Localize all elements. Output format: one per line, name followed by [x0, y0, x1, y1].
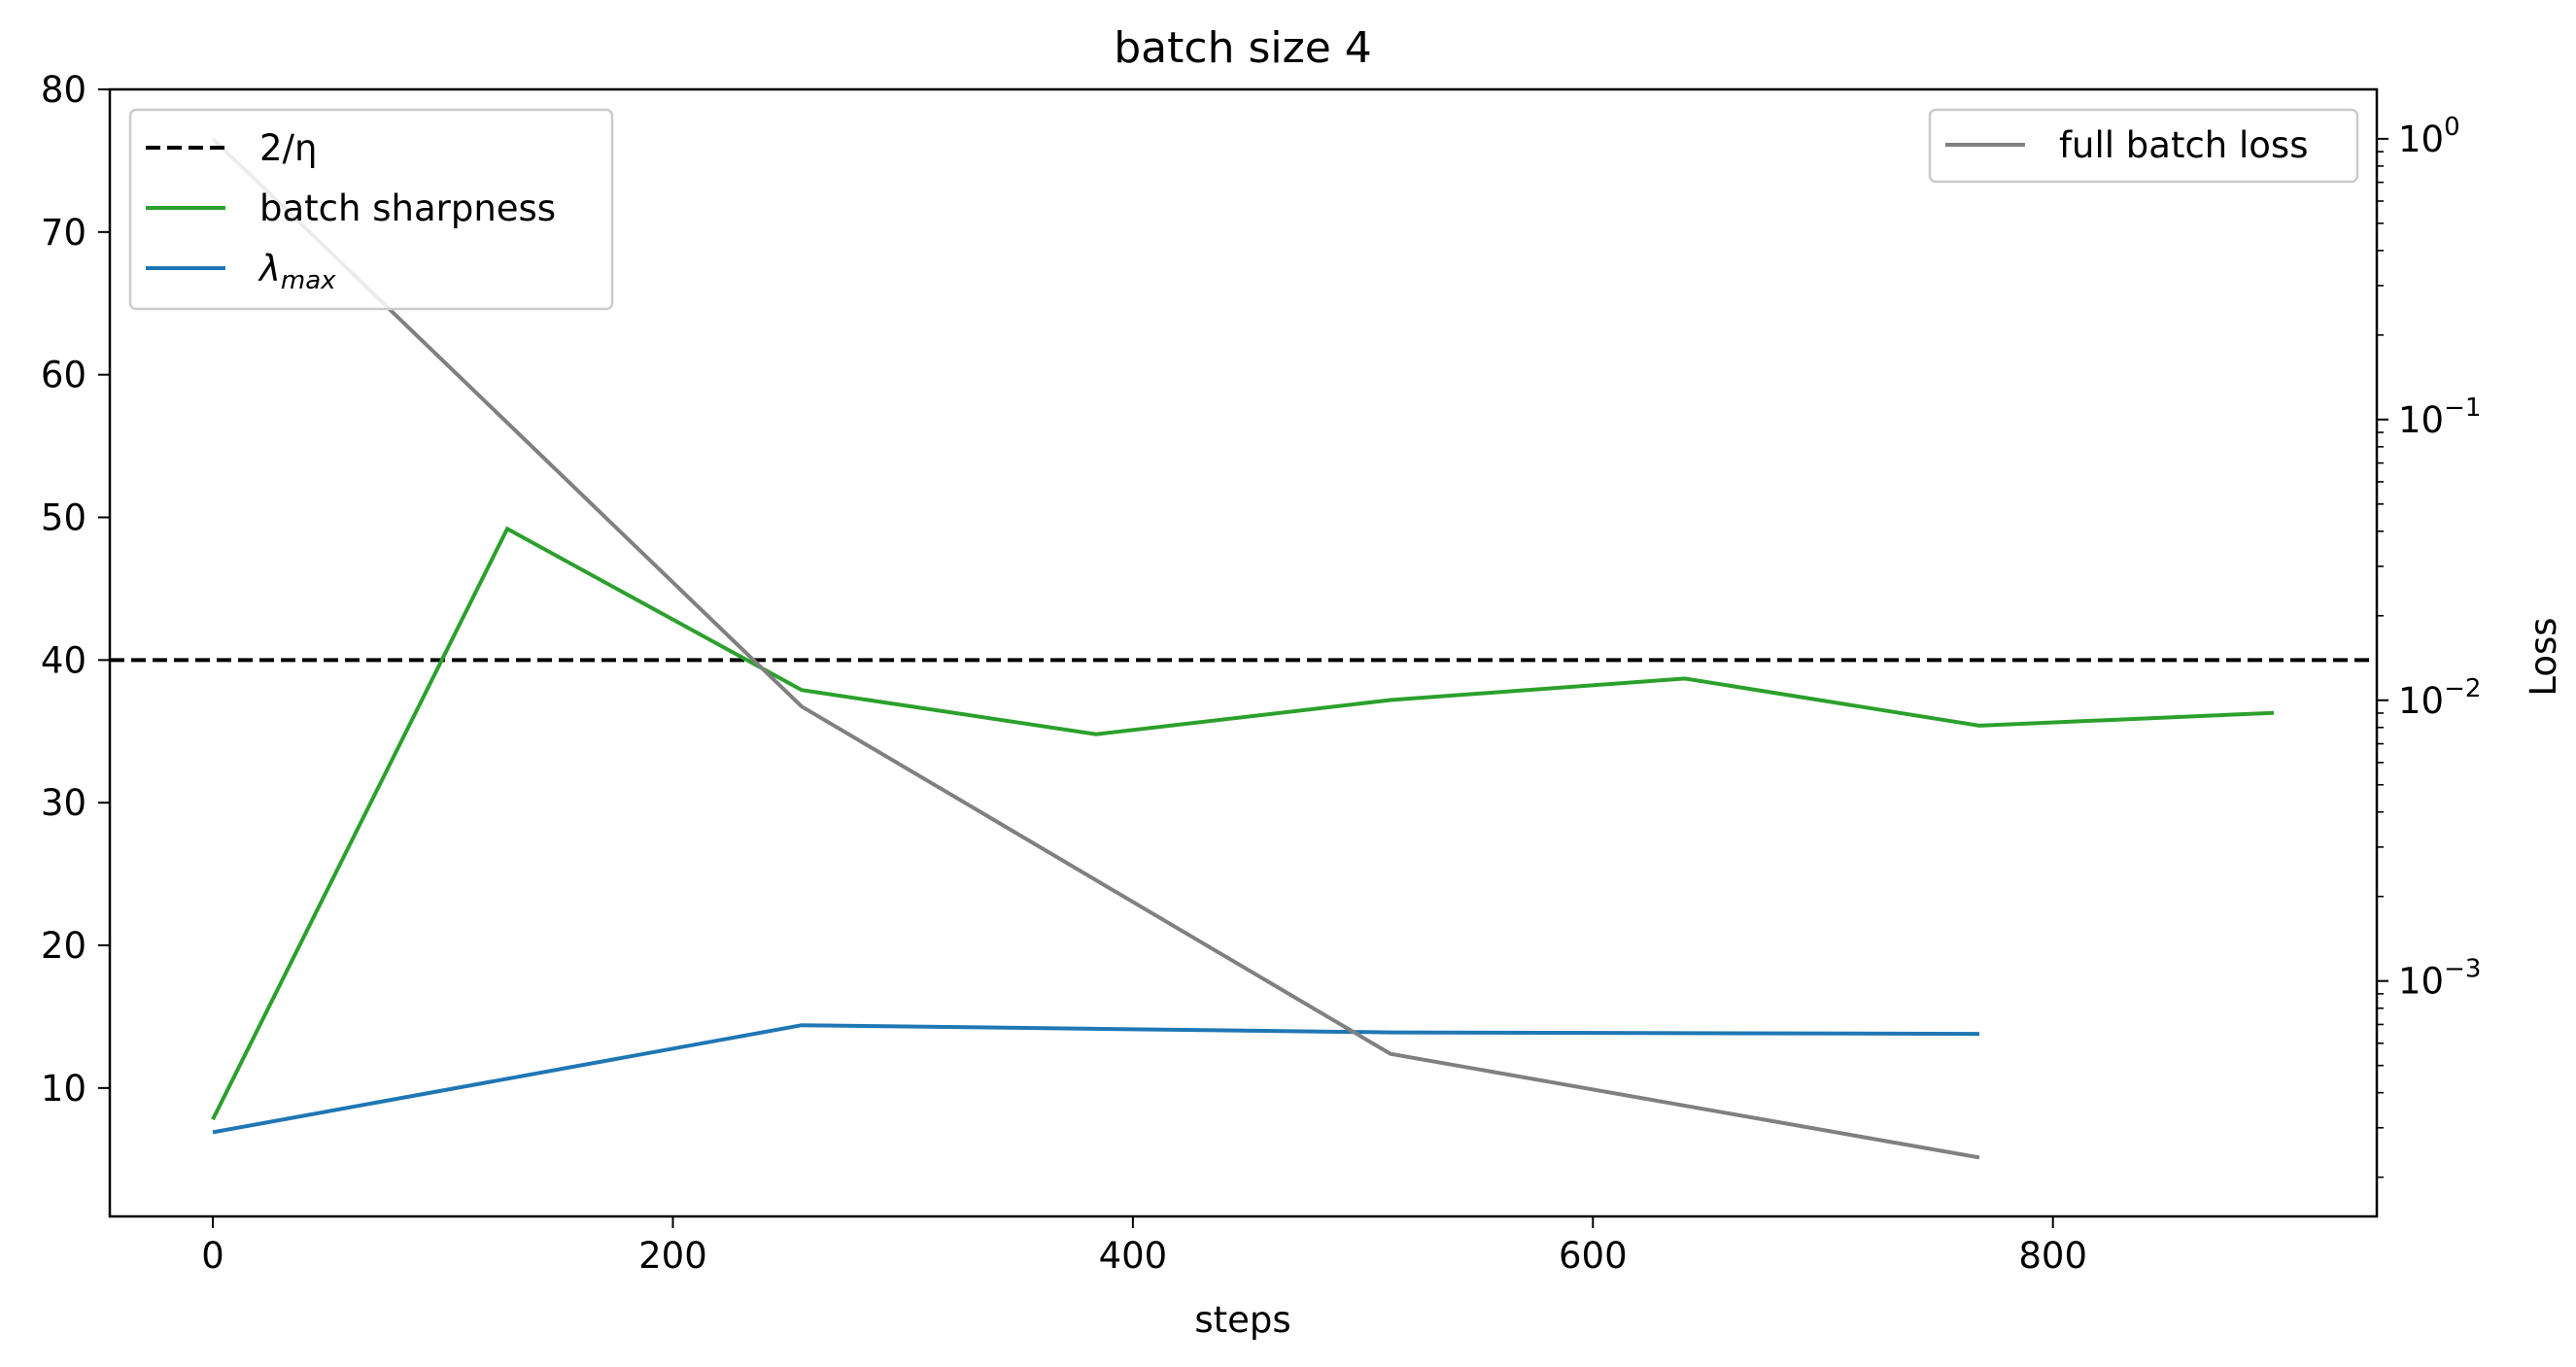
- y-tick-label: 60: [41, 355, 86, 396]
- y-tick-label: 70: [41, 212, 86, 254]
- legend-label: λmax: [258, 248, 336, 295]
- x-tick-label: 200: [638, 1235, 707, 1277]
- plot-area: [110, 137, 2377, 1160]
- series-line-max: [212, 1023, 1980, 1135]
- series-line-full-batch-loss: [211, 137, 1980, 1160]
- y-tick-label: 80: [41, 69, 86, 111]
- y-tick-label: 50: [41, 497, 86, 539]
- y2-axis-label: Loss: [2523, 617, 2564, 696]
- x-axis-label: steps: [1194, 1299, 1290, 1341]
- y2-tick-label: 10−1: [2398, 393, 2481, 441]
- legend-label: 2/η: [259, 127, 317, 169]
- y-tick-label: 10: [41, 1068, 86, 1110]
- y-tick-label: 30: [41, 782, 86, 824]
- axes-frame: [108, 87, 2379, 1218]
- x-tick-label: 800: [2018, 1235, 2087, 1277]
- x-tick-label: 400: [1099, 1235, 1168, 1277]
- legend-left-box: [128, 108, 614, 311]
- chart-title: batch size 4: [1114, 23, 1372, 73]
- series-line-batch-sharpness: [211, 526, 2275, 1121]
- y2-tick-label: 10−2: [2398, 674, 2481, 722]
- legends: 2/η batch sharpness λmax full batch loss: [128, 108, 2359, 311]
- legend-label: full batch loss: [2059, 124, 2309, 166]
- x-tick-label: 600: [1559, 1235, 1628, 1277]
- y2-tick-label: 10−3: [2398, 955, 2481, 1003]
- y-tick-label: 40: [41, 639, 86, 681]
- y2-tick-label: 100: [2398, 113, 2460, 160]
- legend-label: batch sharpness: [259, 188, 556, 229]
- axes: 0 200 400 600 800 10 20 30 40 50 60 70 80 100 10−1 10−2…: [41, 69, 2482, 1277]
- x-tick-label: 0: [201, 1235, 224, 1277]
- legend-right-box: [1928, 108, 2359, 184]
- y-tick-label: 20: [41, 925, 86, 967]
